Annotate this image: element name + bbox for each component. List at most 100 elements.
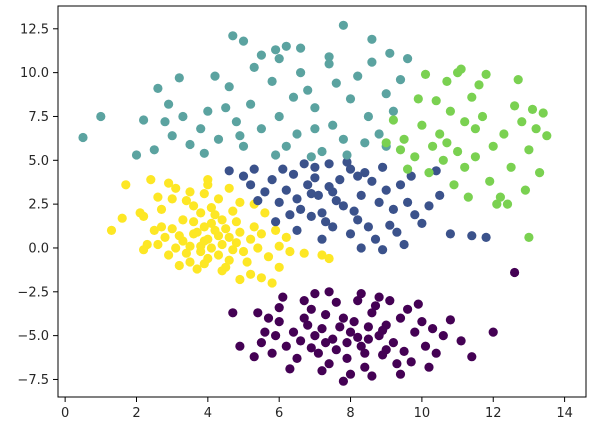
data-point [467, 92, 477, 102]
data-point [267, 348, 277, 358]
data-point [410, 152, 420, 162]
data-point [174, 231, 184, 241]
data-point [349, 317, 359, 327]
data-point [149, 145, 159, 155]
data-point [481, 69, 491, 79]
data-point [306, 304, 316, 314]
data-point [445, 106, 455, 116]
data-point [160, 232, 170, 242]
data-point [403, 164, 413, 174]
data-point [238, 36, 249, 46]
data-point [213, 231, 224, 241]
data-point [363, 222, 373, 232]
data-point [299, 159, 309, 169]
data-point [181, 248, 191, 258]
data-point [242, 257, 252, 267]
data-point [520, 185, 531, 195]
data-point [271, 45, 281, 55]
data-point [299, 248, 309, 258]
data-point [535, 168, 545, 178]
data-point [274, 111, 284, 122]
data-point [317, 146, 327, 157]
data-point [206, 203, 216, 213]
data-point [424, 201, 434, 211]
data-point [502, 199, 513, 209]
data-point [310, 162, 320, 172]
data-point [185, 187, 195, 197]
data-point [395, 180, 406, 190]
data-point [328, 334, 338, 344]
data-point [435, 129, 445, 139]
data-point [224, 183, 234, 193]
data-point [246, 269, 256, 279]
data-point [249, 222, 259, 232]
data-point [424, 168, 434, 178]
data-point [281, 341, 291, 351]
data-point [192, 264, 202, 274]
data-point [378, 245, 388, 255]
data-point [392, 227, 402, 237]
data-point [349, 206, 359, 216]
data-point [281, 232, 291, 242]
data-point [296, 204, 306, 214]
data-point [274, 317, 284, 327]
data-point [324, 359, 334, 369]
data-point [231, 238, 241, 248]
data-point [317, 208, 327, 218]
data-point [306, 152, 316, 162]
data-point [310, 103, 320, 113]
data-point [317, 366, 327, 376]
data-point [506, 162, 516, 172]
data-point [153, 83, 163, 93]
data-point [231, 217, 241, 227]
data-point [488, 327, 498, 337]
data-point [428, 141, 438, 151]
data-point [467, 352, 477, 362]
data-point [431, 348, 441, 358]
data-point [285, 364, 295, 374]
data-point [338, 134, 348, 144]
data-point [121, 180, 131, 190]
data-point [285, 210, 295, 220]
data-point [317, 324, 327, 334]
data-point [417, 120, 427, 130]
series-3 [381, 64, 552, 242]
data-point [296, 336, 306, 346]
data-point [513, 75, 523, 85]
data-point [381, 185, 391, 195]
x-tick-label: 4 [204, 406, 212, 421]
data-point [228, 31, 238, 41]
data-point [196, 124, 206, 134]
data-point [167, 131, 177, 141]
data-point [235, 197, 245, 207]
data-point [356, 341, 366, 351]
data-point [353, 332, 363, 342]
data-point [181, 196, 191, 206]
data-point [256, 273, 266, 283]
data-point [395, 313, 406, 323]
data-point [256, 338, 266, 348]
data-point [299, 313, 309, 323]
data-point [263, 313, 274, 323]
x-tick-label: 14 [556, 406, 573, 421]
data-point [292, 353, 302, 363]
data-point [485, 176, 495, 186]
data-point [463, 192, 473, 202]
data-point [356, 289, 366, 299]
data-point [253, 196, 263, 206]
data-point [392, 359, 402, 369]
data-point [378, 162, 388, 172]
data-point [224, 166, 234, 176]
data-point [281, 141, 291, 151]
data-point [420, 341, 431, 351]
data-point [410, 210, 420, 220]
data-point [221, 224, 231, 234]
points-layer [78, 20, 552, 386]
data-point [271, 225, 281, 235]
series-4 [228, 267, 520, 386]
data-point [178, 111, 188, 122]
data-point [331, 196, 341, 206]
x-tick-label: 0 [61, 406, 69, 421]
data-point [388, 204, 398, 214]
x-axis: 0 2 4 6 8 10 12 14 [61, 397, 573, 421]
